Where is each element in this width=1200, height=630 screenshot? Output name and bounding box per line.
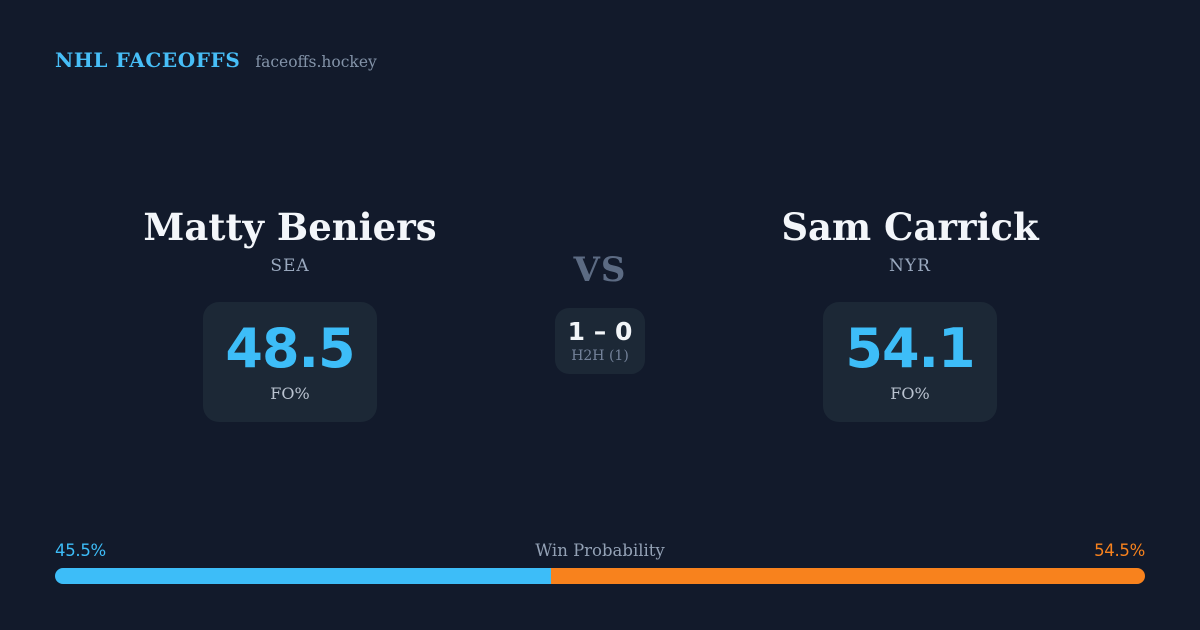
win-probability-right-pct: 54.5% [1094, 541, 1145, 560]
player-right-name: Sam Carrick [781, 205, 1039, 249]
site-url: faceoffs.hockey [255, 53, 377, 71]
player-left-stat-label: FO% [270, 383, 310, 403]
h2h-games-label: H2H (1) [571, 347, 629, 364]
win-probability-labels: 45.5% Win Probability 54.5% [55, 540, 1145, 561]
player-right-stat-value: 54.1 [845, 316, 975, 380]
player-right-team: NYR [889, 256, 931, 276]
player-left-team: SEA [270, 256, 310, 276]
versus-column: VS 1 – 0 H2H (1) [530, 205, 670, 374]
win-probability-left-pct: 45.5% [55, 541, 106, 560]
vs-label: VS [573, 250, 627, 290]
brand-title: NHL FACEOFFS [55, 48, 241, 72]
header: NHL FACEOFFS faceoffs.hockey [55, 48, 377, 72]
player-left-stat-card: 48.5 FO% [203, 302, 377, 422]
prob-fill-right [550, 568, 1145, 584]
player-right-column: Sam Carrick NYR 54.1 FO% [740, 205, 1080, 422]
player-left-name: Matty Beniers [143, 205, 437, 249]
h2h-score: 1 – 0 [567, 316, 633, 346]
player-left-column: Matty Beniers SEA 48.5 FO% [120, 205, 460, 422]
player-left-stat-value: 48.5 [225, 316, 355, 380]
prob-fill-left [55, 568, 551, 584]
win-probability-bar [55, 568, 1145, 584]
player-right-stat-label: FO% [890, 383, 930, 403]
h2h-box: 1 – 0 H2H (1) [555, 308, 645, 374]
win-probability-title: Win Probability [535, 541, 665, 560]
player-right-stat-card: 54.1 FO% [823, 302, 997, 422]
